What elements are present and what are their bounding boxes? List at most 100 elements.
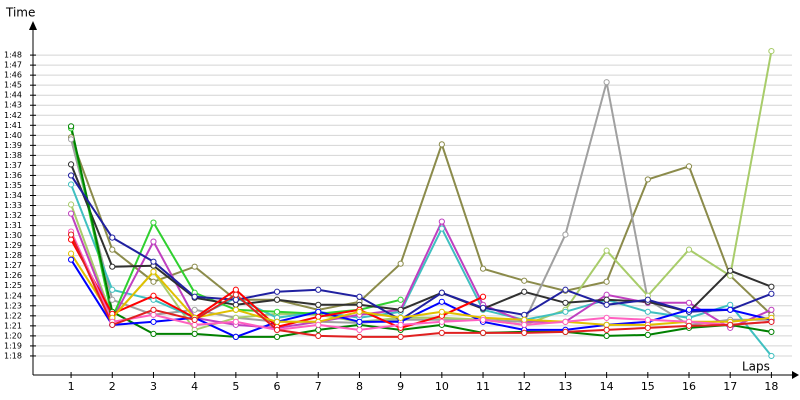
y-tick-label: 1:48 [4, 51, 22, 60]
point [150, 278, 157, 285]
point [191, 321, 198, 328]
x-tick-label: 7 [315, 380, 322, 393]
series-line [70, 164, 772, 313]
x-tick-label: 11 [476, 380, 490, 393]
point [521, 277, 528, 284]
point [191, 330, 198, 337]
point [768, 318, 775, 325]
point [603, 79, 610, 86]
point [562, 299, 569, 306]
point [521, 329, 528, 336]
point [150, 258, 157, 265]
point [562, 308, 569, 315]
y-tick-label: 1:21 [4, 321, 22, 330]
point [479, 265, 487, 272]
y-tick-label: 1:27 [4, 261, 22, 270]
point [397, 314, 404, 321]
x-tick-label: 16 [682, 380, 696, 393]
y-tick-label: 1:38 [4, 151, 22, 160]
y-tick-label: 1:34 [4, 191, 22, 200]
y-tick-label: 1:47 [4, 61, 22, 70]
point [603, 321, 610, 328]
point [315, 286, 322, 293]
point [232, 318, 239, 325]
point [479, 329, 487, 336]
point [109, 286, 116, 293]
point [438, 298, 445, 305]
point [727, 272, 734, 279]
y-tick-label: 1:44 [4, 91, 22, 100]
point [438, 225, 445, 232]
x-tick-label: 2 [109, 380, 116, 393]
y-tick-label: 1:19 [4, 341, 22, 350]
point [438, 318, 445, 325]
x-tick-label: 17 [723, 380, 737, 393]
point [191, 263, 198, 270]
point [150, 219, 157, 226]
point [397, 296, 404, 303]
point [603, 291, 610, 298]
series-line [70, 136, 773, 316]
point [315, 332, 322, 339]
point [644, 316, 651, 323]
point [768, 47, 775, 55]
point [397, 260, 404, 267]
y-tick-label: 1:32 [4, 211, 22, 220]
y-tick-label: 1:31 [4, 221, 22, 230]
y-tick-label: 1:30 [4, 231, 22, 240]
x-axis-arrow [792, 371, 799, 379]
series-line [70, 253, 772, 326]
point [315, 308, 322, 315]
point [685, 306, 693, 313]
point [727, 321, 734, 328]
point [479, 304, 487, 311]
point [232, 291, 239, 298]
series-lines [67, 47, 775, 360]
point [109, 234, 116, 241]
point [397, 321, 404, 328]
series-line [70, 126, 772, 338]
point [67, 231, 75, 238]
point [109, 246, 116, 253]
x-tick-label: 3 [150, 380, 157, 393]
y-axis-label: Time [5, 6, 35, 20]
point [562, 231, 569, 238]
x-tick-label: 15 [641, 380, 655, 393]
point [273, 326, 281, 333]
y-tick-label: 1:24 [4, 291, 22, 300]
point [191, 306, 198, 313]
point [67, 161, 75, 168]
point [67, 181, 75, 188]
point [67, 123, 75, 130]
point [727, 267, 734, 274]
y-tick-label: 1:25 [4, 281, 22, 290]
point [685, 299, 693, 306]
point [191, 293, 198, 300]
point [315, 326, 322, 333]
y-tick-label: 1:35 [4, 181, 22, 190]
point [273, 288, 281, 295]
x-tick-label: 10 [435, 380, 449, 393]
point [356, 293, 363, 300]
y-tick-label: 1:28 [4, 251, 22, 260]
series-line [70, 234, 772, 338]
x-tick-label: 13 [558, 380, 572, 393]
point [768, 328, 775, 335]
point [685, 246, 693, 253]
x-tick-label: 4 [191, 380, 198, 393]
point [397, 306, 404, 313]
y-tick-label: 1:33 [4, 201, 22, 210]
point [356, 333, 363, 340]
point [273, 318, 281, 325]
point [315, 301, 322, 308]
point [109, 263, 116, 270]
x-tick-label: 14 [600, 380, 614, 393]
y-tick-label: 1:29 [4, 241, 22, 250]
point [603, 301, 610, 308]
point [150, 311, 157, 318]
point [438, 218, 445, 225]
series-line [70, 50, 773, 332]
y-tick-label: 1:39 [4, 141, 22, 150]
y-tick-label: 1:23 [4, 301, 22, 310]
